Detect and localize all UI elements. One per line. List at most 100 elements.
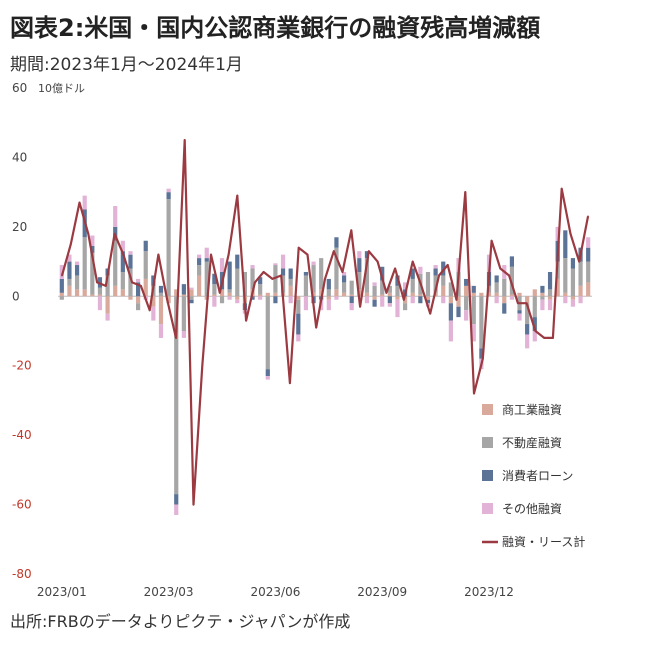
bar-commercial-67	[570, 296, 576, 300]
bar-real_estate-62	[532, 296, 537, 318]
bar-real_estate-54	[471, 296, 476, 325]
bar-consumer-58	[502, 303, 507, 314]
bar-real_estate-13	[158, 292, 164, 297]
bar-commercial-52	[456, 296, 461, 307]
bar-consumer-11	[143, 240, 148, 252]
bar-commercial-31	[296, 296, 301, 300]
point-total-26	[289, 382, 291, 384]
bar-consumer-42	[380, 266, 385, 281]
bar-commercial-48	[425, 296, 431, 300]
bar-other-51	[448, 320, 453, 342]
point-total-9	[140, 284, 142, 287]
point-total-32	[341, 271, 344, 273]
bar-real_estate-59	[509, 266, 514, 295]
point-total-44	[446, 264, 449, 266]
bar-consumer-19	[204, 258, 209, 262]
bar-real_estate-50	[441, 275, 446, 286]
bar-commercial-63	[540, 292, 545, 297]
point-total-58	[569, 232, 572, 235]
point-total-54	[534, 330, 537, 332]
bar-other-5	[97, 296, 103, 311]
point-total-60	[587, 215, 589, 218]
bar-real_estate-66	[563, 258, 568, 293]
bar-real_estate-44	[395, 285, 400, 297]
bar-consumer-57	[494, 275, 499, 283]
bar-other-41	[372, 282, 377, 286]
bar-other-68	[578, 296, 583, 304]
bar-consumer-35	[326, 278, 331, 290]
x-tick-label-3: 2023/09	[357, 585, 407, 599]
bar-other-60	[517, 313, 522, 321]
bar-real_estate-40	[364, 258, 370, 293]
bar-consumer-18	[197, 258, 202, 266]
bar-other-12	[151, 306, 156, 321]
point-total-51	[508, 274, 510, 277]
point-total-0	[61, 274, 63, 277]
point-total-2	[78, 201, 81, 204]
bar-consumer-61	[525, 324, 530, 335]
bar-commercial-61	[525, 296, 530, 304]
legend-label-commercial: 商工業融資	[502, 402, 562, 417]
bar-consumer-13	[158, 285, 164, 293]
point-total-31	[332, 250, 335, 253]
bar-commercial-26	[258, 294, 263, 297]
y-tick-label-7: -80	[12, 567, 32, 581]
bar-commercial-12	[151, 296, 156, 307]
bar-other-36	[334, 296, 339, 300]
bar-real_estate-21	[219, 296, 225, 304]
bar-consumer-0	[59, 278, 64, 293]
point-total-17	[210, 253, 212, 256]
bar-commercial-5	[97, 294, 103, 297]
bar-real_estate-22	[227, 289, 232, 293]
bar-commercial-15	[174, 289, 179, 297]
bar-real_estate-57	[494, 282, 499, 293]
bar-other-63	[540, 299, 545, 311]
bar-other-9	[128, 251, 133, 255]
bar-consumer-46	[410, 268, 415, 279]
bar-consumer-23	[235, 254, 240, 269]
bar-commercial-0	[59, 292, 64, 297]
bar-other-22	[227, 296, 232, 300]
bar-consumer-8	[120, 251, 125, 272]
bar-commercial-22	[227, 292, 232, 297]
legend-label-real_estate: 不動産融資	[502, 435, 562, 450]
bar-commercial-44	[395, 296, 400, 300]
bar-other-67	[570, 299, 576, 307]
bar-other-39	[357, 251, 362, 259]
bar-commercial-59	[509, 294, 514, 297]
point-total-4	[96, 281, 98, 284]
bar-commercial-3	[82, 289, 87, 297]
bar-other-4	[90, 235, 95, 246]
bar-real_estate-63	[540, 296, 545, 300]
bar-commercial-41	[372, 296, 377, 300]
bar-real_estate-29	[280, 275, 286, 293]
legend-label-total: 融資・リース計	[502, 534, 585, 549]
point-total-15	[192, 503, 195, 506]
bar-real_estate-43	[387, 285, 392, 293]
bar-commercial-16	[181, 294, 186, 297]
bar-consumer-15	[174, 494, 179, 505]
bar-consumer-26	[258, 277, 263, 285]
bar-other-1	[67, 254, 72, 262]
bar-consumer-27	[265, 369, 270, 377]
bar-other-10	[136, 278, 141, 283]
bar-real_estate-25	[250, 268, 255, 290]
point-total-27	[297, 246, 300, 249]
point-total-24	[271, 278, 274, 280]
bar-real_estate-38	[349, 280, 354, 295]
bar-commercial-47	[418, 294, 423, 297]
bar-commercial-69	[586, 282, 591, 297]
bar-commercial-20	[212, 294, 217, 297]
bar-commercial-35	[326, 296, 331, 300]
bar-real_estate-36	[334, 247, 339, 290]
bar-consumer-54	[471, 285, 476, 293]
bar-real_estate-23	[235, 268, 240, 297]
point-total-6	[113, 232, 116, 235]
point-total-33	[350, 229, 353, 232]
point-total-39	[403, 298, 405, 301]
bar-other-6	[105, 313, 110, 321]
bar-commercial-30	[288, 285, 293, 297]
legend-swatch-real_estate	[482, 437, 493, 448]
bar-other-23	[235, 299, 240, 304]
bar-other-46	[410, 296, 415, 304]
